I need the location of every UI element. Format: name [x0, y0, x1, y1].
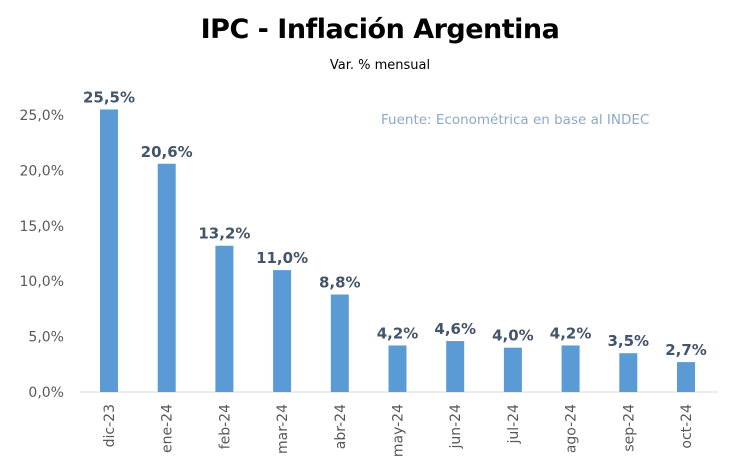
x-tick-label: abr-24 — [333, 404, 349, 449]
data-label: 2,7% — [665, 341, 707, 359]
bar-ene-24 — [157, 163, 176, 392]
x-tick-label: may-24 — [391, 404, 407, 457]
data-label: 11,0% — [256, 249, 308, 267]
chart-title: IPC - Inflación Argentina — [200, 14, 560, 45]
bar-dic-23 — [100, 109, 118, 393]
x-tick-label: ago-24 — [564, 404, 580, 453]
y-tick-label: 5,0% — [28, 330, 64, 346]
chart-subtitle: Var. % mensual — [329, 58, 431, 73]
data-label: 20,6% — [141, 143, 193, 161]
data-label: 4,0% — [492, 327, 534, 345]
y-tick-label: 0,0% — [28, 385, 64, 401]
data-label: 4,2% — [550, 324, 592, 342]
x-tick-label: dic-23 — [102, 404, 118, 447]
y-tick-label: 20,0% — [20, 163, 64, 179]
bar-oct-24 — [677, 362, 695, 392]
x-tick-label: ene-24 — [160, 404, 176, 453]
data-label: 3,5% — [607, 332, 649, 350]
x-tick-label: oct-24 — [679, 404, 695, 449]
x-tick-label: jul-24 — [506, 404, 522, 445]
data-label: 4,6% — [434, 320, 476, 338]
y-tick-label: 10,0% — [20, 274, 64, 290]
data-label: 4,2% — [377, 324, 419, 342]
bar-jul-24 — [503, 347, 522, 392]
bar-mar-24 — [273, 270, 292, 392]
bar-sep-24 — [619, 353, 638, 392]
bar-may-24 — [388, 345, 407, 392]
bar-jun-24 — [446, 341, 465, 392]
data-label: 13,2% — [198, 225, 250, 243]
y-tick-label: 25,0% — [20, 108, 64, 124]
bar-feb-24 — [215, 245, 234, 392]
source-annotation: Fuente: Econométrica en base al INDEC — [381, 112, 650, 128]
y-tick-label: 15,0% — [20, 219, 64, 235]
data-label: 8,8% — [319, 273, 361, 291]
bar-abr-24 — [330, 294, 349, 392]
x-tick-label: jun-24 — [448, 404, 464, 450]
bar-ago-24 — [561, 345, 580, 392]
x-tick-label: sep-24 — [621, 404, 637, 452]
x-tick-label: feb-24 — [217, 404, 233, 449]
x-tick-label: mar-24 — [275, 404, 291, 454]
data-label: 25,5% — [83, 88, 135, 106]
